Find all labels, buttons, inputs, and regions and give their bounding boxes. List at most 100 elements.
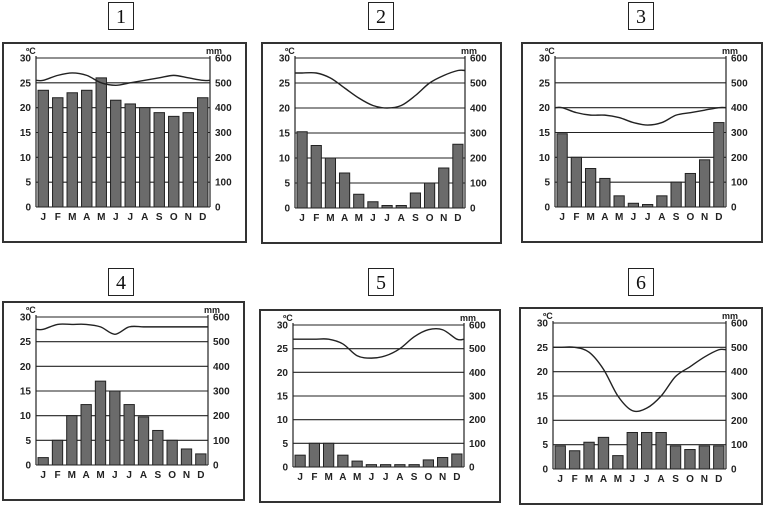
tick-label-right: 100 <box>470 179 487 190</box>
unit-left: ºC <box>26 46 36 56</box>
tick-label-right: 400 <box>470 104 487 115</box>
tick-label-right: 100 <box>213 436 230 447</box>
tick-label-left: 0 <box>284 204 290 215</box>
month-label: A <box>140 470 147 481</box>
precipitation-bar <box>684 172 697 208</box>
tick-label-right: 500 <box>470 79 487 90</box>
tick-label-left: 5 <box>542 440 548 451</box>
month-label: M <box>586 212 594 223</box>
chart-number-5: 5 <box>368 268 394 296</box>
temperature-line <box>35 72 211 87</box>
month-label: S <box>672 474 679 485</box>
precipitation-bar <box>394 464 406 468</box>
month-label: J <box>297 472 303 483</box>
month-label: A <box>141 212 148 223</box>
precipitation-bar <box>94 380 107 466</box>
tick-label-right: 0 <box>213 461 219 472</box>
month-label: J <box>630 474 636 485</box>
precipitation-bar <box>556 133 568 208</box>
tick-label-left: 15 <box>539 128 551 139</box>
month-label: N <box>439 472 446 483</box>
tick-label-left: 20 <box>279 104 291 115</box>
tick-label-left: 15 <box>277 392 289 403</box>
precipitation-bar <box>612 455 624 470</box>
tick-label-left: 30 <box>539 54 551 65</box>
month-label: S <box>412 213 419 224</box>
month-label: M <box>326 213 334 224</box>
tick-label-left: 0 <box>542 465 548 476</box>
tick-label-left: 25 <box>537 343 549 354</box>
precipitation-bar <box>351 460 363 468</box>
climograph-3: ºC mm 0 0 5 100 10 200 15 300 20 400 25 500 30 600 J F M A M… <box>521 42 763 243</box>
tick-label-right: 0 <box>731 203 737 214</box>
precipitation-bar <box>123 404 135 466</box>
month-label: M <box>353 472 361 483</box>
month-label: M <box>355 213 363 224</box>
month-label: J <box>644 474 650 485</box>
month-label: A <box>339 472 346 483</box>
unit-right: mm <box>722 311 738 321</box>
month-label: M <box>324 472 332 483</box>
temperature-line <box>35 323 209 335</box>
precipitation-bar <box>166 439 178 466</box>
tick-label-left: 25 <box>279 79 291 90</box>
chart-number-4: 4 <box>108 268 134 296</box>
precipitation-bar <box>381 205 393 209</box>
precipitation-bar <box>627 202 640 208</box>
precipitation-bar <box>436 457 449 468</box>
tick-label-right: 200 <box>470 154 487 165</box>
month-label: J <box>40 470 46 481</box>
tick-label-right: 400 <box>213 362 230 373</box>
tick-label-right: 400 <box>731 103 748 114</box>
tick-label-right: 600 <box>215 54 232 65</box>
month-label: O <box>170 212 178 223</box>
precipitation-bar <box>656 195 668 208</box>
precipitation-bar <box>109 390 121 466</box>
month-label: J <box>112 470 118 481</box>
month-label: N <box>440 213 447 224</box>
month-label: M <box>68 470 76 481</box>
tick-label-left: 30 <box>20 313 32 324</box>
month-label: J <box>383 472 389 483</box>
precipitation-bar <box>338 172 351 209</box>
precipitation-bar <box>37 89 49 208</box>
tick-label-left: 20 <box>20 103 32 114</box>
precipitation-bar <box>597 436 610 470</box>
unit-right: mm <box>722 46 738 56</box>
tick-label-left: 10 <box>20 153 32 164</box>
precipitation-bar <box>713 445 725 470</box>
precipitation-bar <box>669 445 682 470</box>
tick-label-right: 500 <box>469 344 486 355</box>
tick-label-left: 10 <box>539 153 551 164</box>
precipitation-bar <box>180 448 193 466</box>
tick-label-left: 5 <box>544 178 550 189</box>
tick-label-left: 30 <box>277 321 289 332</box>
tick-label-right: 300 <box>731 392 748 403</box>
precipitation-bar <box>197 97 209 208</box>
tick-label-right: 500 <box>731 78 748 89</box>
tick-label-right: 600 <box>731 319 748 330</box>
chart-number-1: 1 <box>108 2 134 30</box>
month-label: J <box>557 474 563 485</box>
climograph-2: ºC mm 0 0 5 100 10 200 15 300 20 400 25 500 30 600 J F M A M… <box>261 42 502 244</box>
tick-label-left: 20 <box>537 367 549 378</box>
month-label: J <box>631 212 637 223</box>
precipitation-bar <box>422 459 435 468</box>
month-label: N <box>183 470 190 481</box>
month-label: J <box>369 472 375 483</box>
precipitation-bar <box>713 122 725 208</box>
precipitation-bar <box>365 464 378 468</box>
tick-label-right: 0 <box>469 463 475 474</box>
tick-label-left: 15 <box>20 128 32 139</box>
precipitation-bar <box>641 204 654 208</box>
precipitation-bar <box>168 115 180 208</box>
precipitation-bar <box>80 404 92 466</box>
month-label: O <box>686 474 694 485</box>
climograph-5: ºC mm 0 0 5 100 10 200 15 300 20 400 25 500 30 600 J F M A M… <box>259 309 501 503</box>
month-label: M <box>615 212 623 223</box>
tick-label-left: 25 <box>539 78 551 89</box>
chart-number-3: 3 <box>628 2 654 30</box>
